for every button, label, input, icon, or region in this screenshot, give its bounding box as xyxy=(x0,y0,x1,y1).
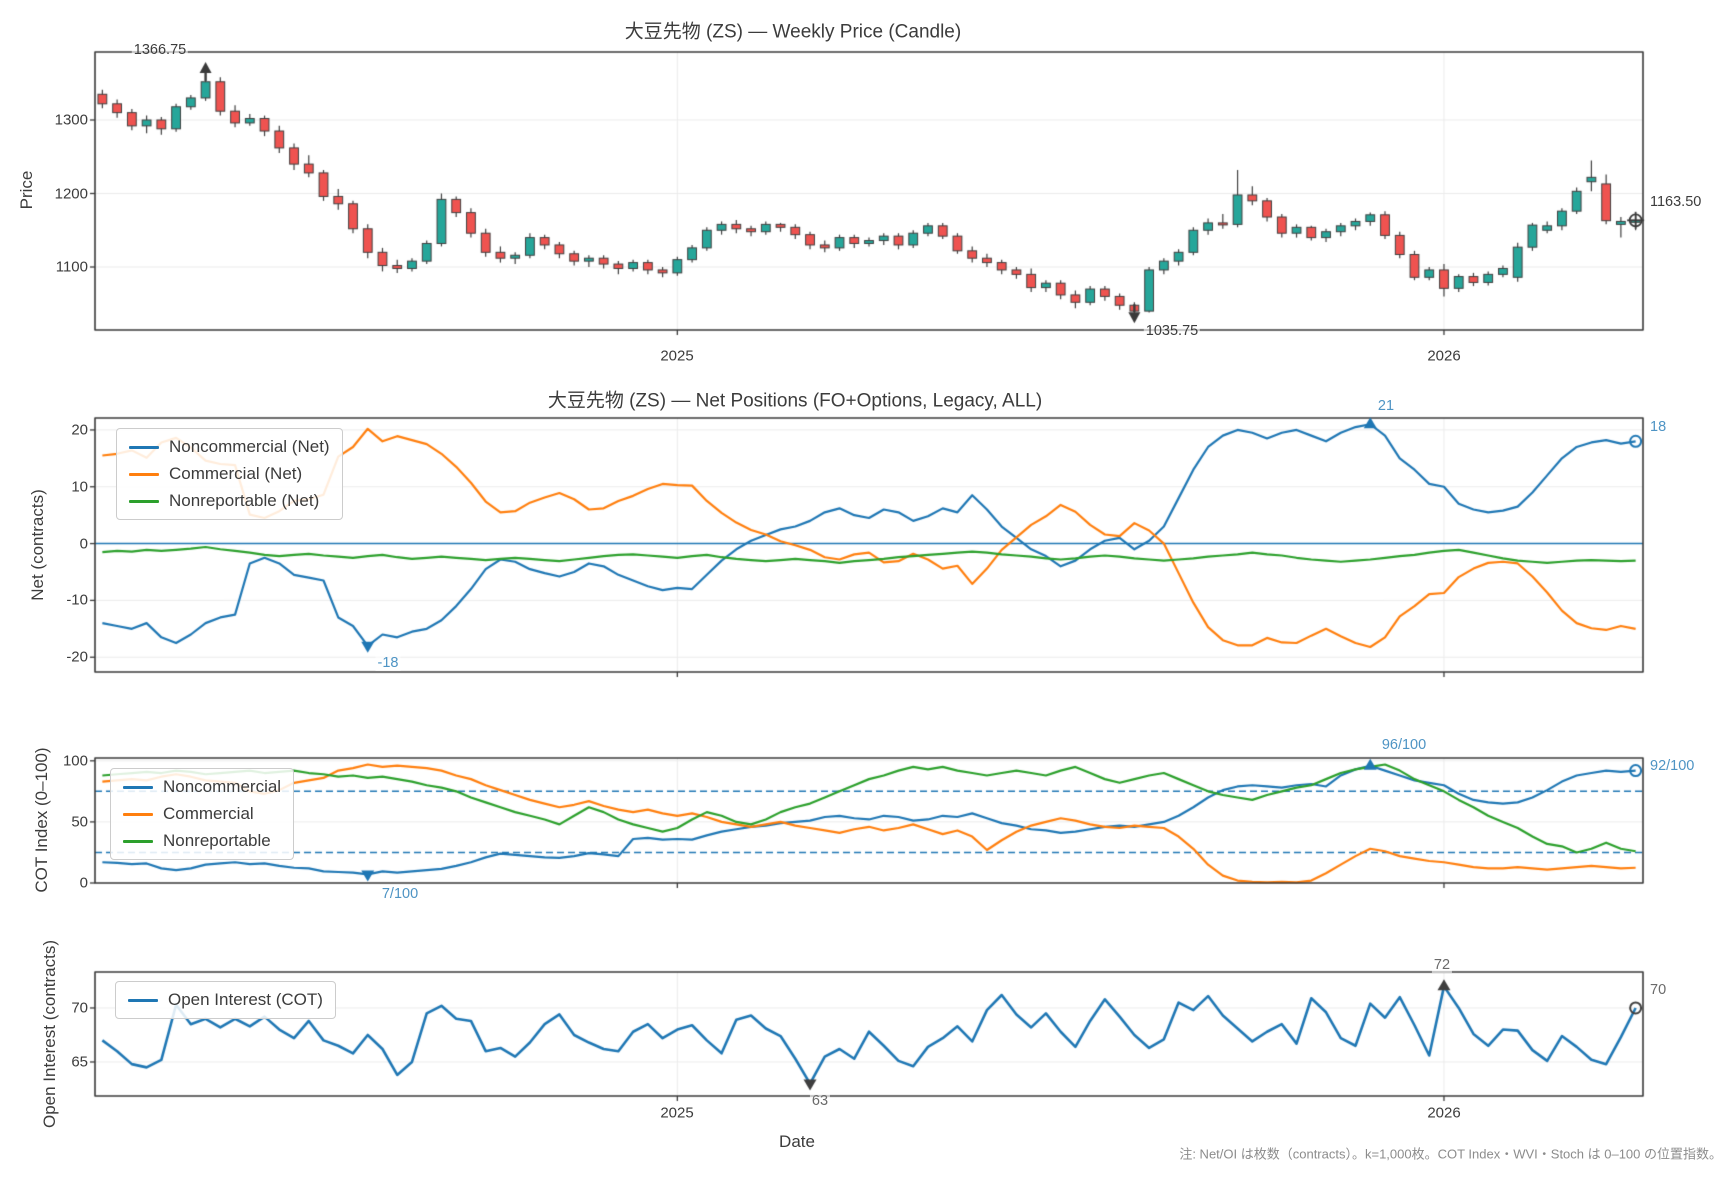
legend-item-commercial: Commercial xyxy=(123,804,281,824)
oi-last-annotation: 70 xyxy=(1650,982,1667,998)
y-tick-1200: 1200 xyxy=(54,185,88,203)
noncommercial-swatch-icon xyxy=(123,785,153,789)
legend-item-commercial-net: Commercial (Net) xyxy=(129,464,330,484)
net-low-annotation: -18 xyxy=(375,655,401,671)
y-tick-70: 70 xyxy=(71,999,88,1017)
net-axis-label: Net (contracts) xyxy=(28,489,47,601)
panel2-title: 大豆先物 (ZS) — Net Positions (FO+Options, L… xyxy=(547,390,1043,412)
legend-label: Nonreportable xyxy=(163,831,271,850)
legend-item-open-interest: Open Interest (COT) xyxy=(128,990,323,1010)
open-interest-legend: Open Interest (COT) xyxy=(115,981,336,1019)
cot-last-annotation: 92/100 xyxy=(1650,758,1695,774)
legend-label: Noncommercial (Net) xyxy=(169,437,330,456)
panel1-title: 大豆先物 (ZS) — Weekly Price (Candle) xyxy=(624,21,962,43)
open-interest-swatch-icon xyxy=(128,998,158,1002)
legend-label: Open Interest (COT) xyxy=(168,990,323,1009)
cot-low-annotation: 7/100 xyxy=(379,886,421,902)
y-tick-0b: 0 xyxy=(79,874,88,892)
legend-item-noncommercial: Noncommercial xyxy=(123,777,281,797)
y-tick-0: 0 xyxy=(79,535,88,553)
x-tick-2025-price: 2025 xyxy=(660,347,694,365)
price-last-annotation: 1163.50 xyxy=(1650,194,1702,210)
commercial-net-swatch-icon xyxy=(129,472,159,476)
y-tick-65: 65 xyxy=(71,1053,88,1071)
legend-item-nonreportable-net: Nonreportable (Net) xyxy=(129,491,330,511)
price-low-annotation: 1035.75 xyxy=(1143,323,1201,339)
x-tick-2026-date: 2026 xyxy=(1427,1104,1461,1122)
cot-index-axis-label: COT Index (0–100) xyxy=(32,747,51,893)
y-tick-100: 100 xyxy=(62,752,88,770)
legend-label: Noncommercial xyxy=(163,777,282,796)
y-tick-1100: 1100 xyxy=(55,258,88,276)
footnote: 注: Net/OI は枚数（contracts）。k=1,000枚。COT In… xyxy=(1179,1146,1722,1162)
nonreportable-swatch-icon xyxy=(123,839,153,843)
nonreportable-net-swatch-icon xyxy=(129,499,159,503)
legend-label: Commercial xyxy=(163,804,254,823)
cot-high-annotation: 96/100 xyxy=(1379,737,1429,753)
y-tick-1300: 1300 xyxy=(54,111,88,129)
y-tick-10: 10 xyxy=(71,478,88,496)
cot-index-legend: Noncommercial Commercial Nonreportable xyxy=(110,768,295,860)
net-last-annotation: 18 xyxy=(1650,419,1667,435)
net-legend: Noncommercial (Net) Commercial (Net) Non… xyxy=(116,428,343,520)
legend-item-nonreportable: Nonreportable xyxy=(123,831,281,851)
x-tick-2025-date: 2025 xyxy=(660,1104,694,1122)
open-interest-axis-label: Open Interest (contracts) xyxy=(40,939,59,1129)
price-high-annotation: 1366.75 xyxy=(131,42,189,58)
legend-label: Commercial (Net) xyxy=(169,464,303,483)
price-axis-label: Price xyxy=(17,170,36,210)
y-tick-neg10: -10 xyxy=(66,591,88,609)
x-tick-2026-price: 2026 xyxy=(1427,347,1461,365)
oi-high-annotation: 72 xyxy=(1431,957,1453,973)
net-high-annotation: 21 xyxy=(1375,398,1397,414)
noncommercial-net-swatch-icon xyxy=(129,445,159,449)
y-tick-neg20: -20 xyxy=(66,648,88,666)
legend-item-noncommercial-net: Noncommercial (Net) xyxy=(129,437,330,457)
oi-low-annotation: 63 xyxy=(809,1093,831,1109)
y-tick-20: 20 xyxy=(71,421,88,439)
y-tick-50: 50 xyxy=(71,813,88,831)
legend-label: Nonreportable (Net) xyxy=(169,491,320,510)
commercial-swatch-icon xyxy=(123,812,153,816)
date-axis-label: Date xyxy=(779,1132,815,1151)
